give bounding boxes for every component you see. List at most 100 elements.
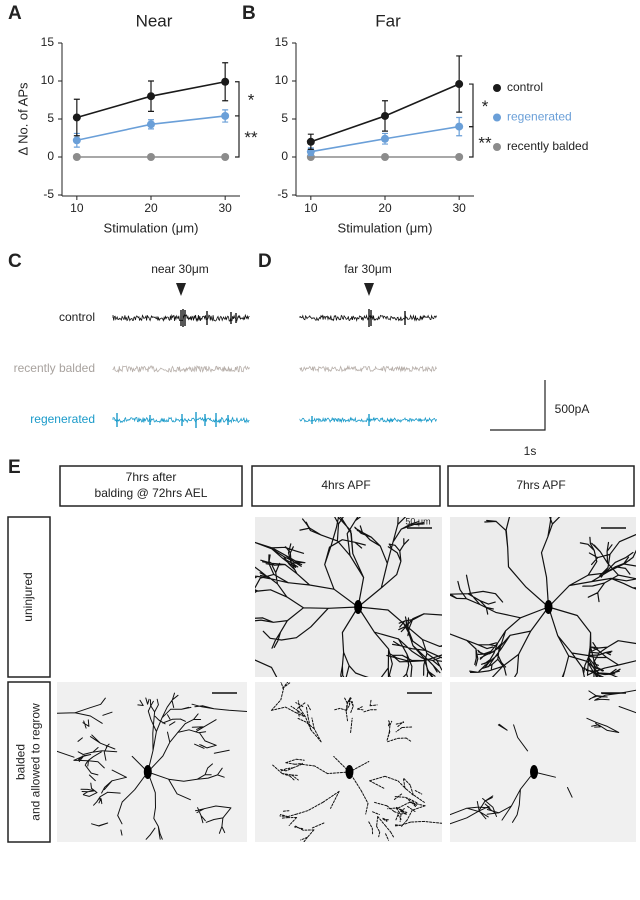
soma (354, 600, 363, 614)
y-tick-label: 0 (281, 149, 288, 163)
point (72, 136, 81, 145)
legend-label: control (507, 80, 543, 94)
scale-label: 1s (524, 444, 537, 458)
panel-letter: C (8, 251, 22, 272)
soma (345, 765, 354, 779)
point (72, 113, 81, 122)
point (455, 80, 464, 89)
row-label: and allowed to regrow (29, 703, 43, 821)
y-tick-label: -5 (277, 187, 288, 201)
bracket (469, 83, 474, 128)
x-tick-label: 10 (70, 201, 84, 215)
trace (299, 314, 437, 322)
point (221, 77, 230, 86)
trace (112, 416, 250, 424)
point (221, 111, 230, 120)
bracket (235, 115, 240, 158)
y-axis-label: Δ No. of APs (15, 82, 30, 155)
scale-bar (490, 380, 546, 431)
soma (143, 765, 152, 779)
point (455, 153, 464, 161)
trace (299, 416, 437, 424)
point (381, 153, 389, 161)
scale-label: 500pA (555, 402, 590, 416)
trace (112, 365, 250, 374)
x-tick-label: 10 (304, 201, 318, 215)
point (147, 120, 155, 129)
dendrites (57, 692, 247, 840)
legend-label: regenerated (507, 110, 572, 124)
micrograph (255, 517, 442, 677)
row-label: regenerated (30, 412, 95, 426)
x-axis-label: Stimulation (μm) (104, 220, 199, 235)
column-header: 4hrs APF (321, 478, 370, 492)
point (147, 92, 155, 101)
point (147, 153, 155, 161)
x-tick-label: 30 (218, 201, 232, 215)
y-tick-label: 5 (281, 111, 288, 125)
row-label-box (7, 516, 51, 678)
chart-title: Far (375, 11, 401, 30)
micrograph (450, 517, 636, 677)
panel-letter: A (8, 3, 22, 24)
micrograph (450, 682, 636, 842)
row-label: balded (14, 744, 28, 780)
column-header: 7hrs after (126, 470, 177, 484)
legend-marker (493, 84, 501, 92)
point (72, 153, 81, 161)
trace-label: far 30μm (344, 262, 392, 276)
y-tick-label: 10 (41, 73, 55, 87)
annotation: * (482, 97, 489, 116)
legend-label: recently balded (507, 139, 588, 153)
micrograph-bg (450, 517, 636, 677)
column-header-box (59, 465, 243, 507)
x-tick-label: 20 (378, 201, 392, 215)
row-label-box (7, 681, 51, 843)
dendrites (270, 682, 442, 842)
x-tick-label: 30 (452, 201, 466, 215)
y-tick-label: 15 (275, 35, 289, 49)
chart-title: Near (136, 11, 173, 30)
dendrites (255, 517, 442, 677)
row-label: control (59, 310, 95, 324)
soma (544, 600, 553, 614)
micrograph (255, 682, 442, 842)
micrographs: 7hrs after balding @ 72hrs AEL 4hrs APF 7hr… (7, 465, 636, 843)
traces (112, 309, 437, 428)
legend-marker (493, 113, 501, 122)
arrowhead (176, 283, 186, 296)
y-tick-label: 5 (47, 111, 54, 125)
panel-letter: E (8, 457, 21, 478)
y-tick-label: -5 (43, 187, 54, 201)
column-header-box (251, 465, 441, 507)
point (381, 111, 389, 120)
arrowhead (364, 283, 374, 296)
column-header: 7hrs APF (516, 478, 565, 492)
dendrites (450, 689, 636, 825)
micrograph-bg (255, 682, 442, 842)
annotation: ** (244, 128, 258, 147)
bracket (235, 81, 240, 117)
row-label: uninjured (21, 572, 35, 621)
point (381, 134, 389, 143)
x-tick-label: 20 (144, 201, 158, 215)
dendrites (450, 517, 636, 677)
y-tick-label: 10 (275, 73, 289, 87)
point (221, 153, 230, 161)
panel-letter: B (242, 3, 256, 24)
point (455, 122, 464, 131)
y-tick-label: 0 (47, 149, 54, 163)
row-label: recently balded (14, 361, 95, 375)
scale-label: 50 μm (405, 516, 430, 526)
annotation: ** (478, 133, 492, 152)
trace-label: near 30μm (151, 262, 209, 276)
trace (299, 364, 437, 373)
annotation: * (248, 90, 255, 109)
micrograph-bg (57, 682, 247, 842)
panel-letter: D (258, 251, 272, 272)
bracket (469, 126, 474, 158)
column-header-box (447, 465, 635, 507)
legend-marker (493, 143, 501, 151)
column-header: balding @ 72hrs AEL (95, 486, 208, 500)
